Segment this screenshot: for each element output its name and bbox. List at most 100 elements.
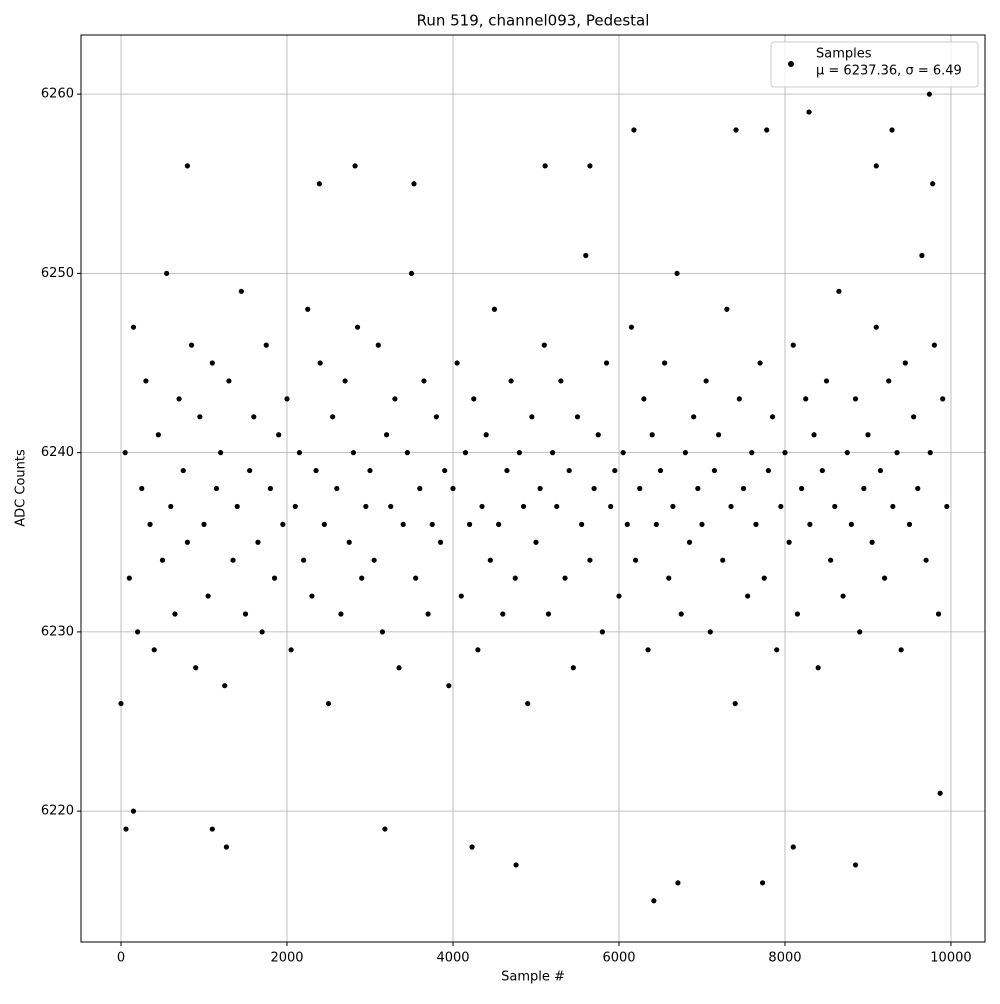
point [512,575,518,581]
point [869,539,875,545]
point [433,414,439,420]
point [425,611,431,617]
point [334,485,340,492]
point [483,432,489,438]
point [757,360,763,366]
point [720,557,726,563]
point [774,647,780,653]
point [296,450,303,456]
point [446,683,452,689]
point [616,593,622,599]
point [778,503,784,510]
point [711,467,718,474]
point [520,503,527,510]
point [313,467,319,474]
point [371,557,377,563]
point [724,306,730,312]
point [562,575,568,581]
point [223,844,230,850]
point [549,450,556,456]
point [670,503,676,510]
x-tick-label: 2000 [270,951,303,966]
point [383,432,390,438]
point [919,252,925,259]
point [703,378,709,384]
point [599,629,605,635]
point [280,521,286,527]
point [475,647,481,653]
point [130,324,137,330]
chart-title: Run 519, channel093, Pedestal [417,12,650,30]
point [130,808,137,814]
point [222,683,228,689]
point [411,181,417,187]
point [857,629,863,635]
point [649,432,655,438]
point [666,575,672,581]
point [417,485,423,492]
y-tick-label: 6250 [41,266,74,281]
point [631,127,637,133]
point [707,629,713,635]
point [184,539,191,545]
point [674,270,680,277]
point [404,450,410,456]
point [292,503,298,510]
point [479,503,485,510]
y-tick-label: 6220 [41,804,74,819]
point [923,557,929,563]
point [122,450,128,456]
point [902,360,908,366]
point [823,378,830,384]
point [354,324,361,330]
point [733,127,739,133]
point [442,467,448,474]
point [591,485,597,492]
point [184,163,191,169]
point [806,109,812,115]
point [500,611,506,617]
point [193,665,199,671]
point [732,700,738,707]
point [123,826,129,832]
point [359,575,365,581]
point [126,575,132,581]
point [566,467,572,474]
point [375,342,381,348]
point [861,485,867,492]
point [135,629,141,635]
point [574,414,581,420]
point [828,557,834,563]
point [915,485,921,492]
point [745,593,751,599]
point [400,521,406,527]
point [807,521,813,527]
point [541,342,547,348]
point [749,450,755,456]
x-tick-label: 6000 [602,951,635,966]
point [906,521,913,527]
point [782,450,788,456]
y-tick-label: 6260 [41,87,74,102]
x-axis-label: Sample # [501,970,565,985]
point [325,700,332,707]
point [429,521,435,527]
point [641,396,647,402]
point [352,163,358,169]
point [300,557,307,563]
y-tick-label: 6230 [41,624,74,639]
point [894,450,900,456]
point [469,844,475,850]
point [143,378,149,384]
point [487,557,493,563]
point [421,378,427,384]
point [798,485,805,492]
point [197,414,203,420]
point [513,862,519,868]
point [790,342,796,348]
point [413,575,419,581]
legend-stats: μ = 6237.36, σ = 6.49 [816,64,962,79]
point [462,450,469,456]
point [836,288,842,294]
point [267,485,273,492]
